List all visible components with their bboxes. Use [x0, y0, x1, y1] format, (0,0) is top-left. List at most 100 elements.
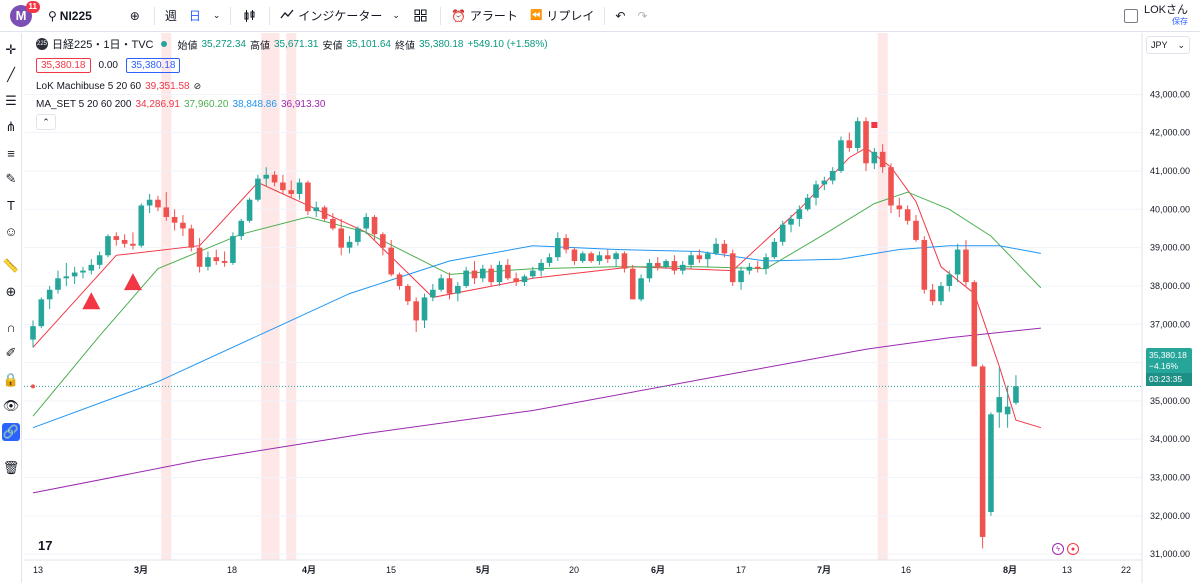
candle [563, 234, 569, 254]
x-tick-label: 22 [1121, 565, 1131, 575]
candle [113, 232, 120, 246]
replay-button[interactable]: ⏪ リプレイ [524, 0, 600, 32]
horizontal-lines-icon[interactable]: ☰ [5, 93, 17, 108]
fullscreen-checkbox[interactable] [1123, 9, 1138, 23]
lightning-icon[interactable]: ϟ [1052, 543, 1064, 555]
tradingview-logo[interactable]: 17 [38, 538, 53, 553]
ma60-value: 38,848.86 [232, 98, 277, 110]
undo-button[interactable]: ↶ [609, 0, 631, 32]
candle-body [779, 224, 786, 242]
layout-button[interactable] [406, 0, 436, 32]
left-edge-marker [31, 384, 35, 389]
symbol-legend-row[interactable]: 225 日経225・1日・TVC 始値 35,272.34 高値 35,671.31… [36, 37, 548, 52]
candle-body [71, 272, 78, 277]
candle-body [946, 274, 953, 286]
currency-selector[interactable]: JPY ⌄ [1146, 36, 1190, 54]
ruler-icon[interactable]: 📏 [2, 258, 20, 273]
high-value: 35,671.31 [273, 38, 319, 50]
candle-body [230, 236, 236, 263]
ma-line [32, 191, 1042, 417]
alarm-clock-icon: ⏰ [450, 8, 466, 23]
indicators-button[interactable]: インジケーター ⌄ [274, 0, 406, 32]
candle [588, 251, 594, 263]
replay-label: リプレイ [546, 9, 595, 23]
link-icon[interactable]: 🔗 [2, 423, 20, 441]
candle-body [363, 216, 369, 229]
candle-body [480, 268, 486, 279]
candle-body [438, 278, 444, 290]
zoom-icon[interactable]: ⊕ [5, 284, 17, 299]
symbol-title: 日経225・1日・TVC [52, 39, 154, 51]
symbol-name: NI225 [59, 8, 92, 23]
symbol-search[interactable]: ⚲ NI225 [42, 0, 98, 32]
compare-button[interactable]: ⊕ [120, 0, 150, 32]
interval-week[interactable]: 週 [164, 9, 177, 23]
user-menu[interactable]: M 11 [0, 0, 40, 32]
candle [105, 234, 111, 258]
y-tick-label: 32,000.00 [1150, 511, 1190, 521]
x-tick-label: 18 [227, 565, 237, 575]
candle [305, 180, 311, 216]
buy-button[interactable]: 35,380.18 [125, 57, 181, 73]
candle [205, 251, 211, 271]
chart-type-button[interactable] [235, 0, 265, 32]
candle [954, 243, 961, 283]
drawing-toolbar: ✛ ╱ ☰ ⋔ ≡ ✎ T ☺ 📏 ⊕ ∩ ✐ 🔒 👁 🔗 🗑 [0, 33, 22, 583]
interval-dropdown[interactable]: ⌄ [207, 0, 227, 32]
candle [246, 197, 253, 223]
emoji-icon[interactable]: ☺ [4, 223, 18, 239]
candle-body [688, 255, 694, 265]
pitchfork-icon[interactable]: ⋔ [5, 119, 17, 134]
candle-body [963, 249, 969, 283]
sell-button[interactable]: 35,380.18 [36, 57, 91, 73]
redo-button[interactable]: ↷ [631, 0, 653, 32]
candle [505, 259, 511, 281]
alert-button[interactable]: ⏰ アラート [445, 0, 524, 32]
candle-body [979, 366, 986, 537]
candle-body [596, 255, 603, 262]
candle-body [546, 257, 553, 263]
divider [153, 6, 155, 25]
text-icon[interactable]: T [7, 197, 15, 213]
market-open-dot [161, 41, 168, 47]
user-info[interactable]: LOKさん 保存 [1144, 4, 1188, 28]
indicator-row-1[interactable]: LoK Machibuse 5 20 60 39,351.58 ⊘ [36, 79, 548, 93]
trendline-icon[interactable]: ╱ [7, 67, 15, 82]
candle [988, 412, 994, 516]
candle [779, 220, 786, 246]
x-tick-label: 20 [569, 565, 579, 575]
ma20-value: 37,960.20 [183, 98, 229, 110]
candle [346, 236, 353, 254]
candle [996, 368, 1003, 428]
x-tick-label: 8月 [1003, 565, 1017, 575]
eye-icon[interactable]: 👁 [2, 398, 20, 413]
lock-icon[interactable]: 🔒 [2, 372, 20, 387]
candle-body [846, 140, 853, 148]
candle-body [604, 255, 611, 260]
candle [979, 364, 986, 549]
candle-body [838, 140, 844, 171]
trash-icon[interactable]: 🗑 [2, 460, 20, 475]
candle-body [346, 241, 353, 248]
candle [863, 117, 869, 171]
candle-body [513, 278, 519, 283]
lock-drawing-icon[interactable]: ✐ [5, 345, 17, 360]
legend-collapse-button[interactable]: ⌃ [36, 114, 56, 130]
symbol-badge: 225 [36, 38, 48, 50]
indicator-row-2[interactable]: MA_SET 5 20 60 200 34,286.91 37,960.20 3… [36, 97, 548, 111]
chevron-up-icon: ⌃ [42, 116, 50, 127]
candle [71, 266, 78, 285]
brush-icon[interactable]: ✎ [5, 171, 17, 186]
interval-day[interactable]: 日 [188, 9, 201, 23]
link-off-icon: ⊘ [193, 80, 202, 91]
avatar[interactable]: M 11 [10, 0, 40, 27]
candles [30, 117, 1019, 549]
magnet-icon[interactable]: ∩ [6, 319, 16, 335]
divider [269, 6, 271, 25]
candle [763, 253, 769, 275]
candle-body [80, 270, 86, 273]
crosshair-icon[interactable]: ✛ [5, 42, 17, 57]
event-dot-icon[interactable]: ● [1067, 543, 1079, 555]
fib-icon[interactable]: ≡ [7, 145, 15, 161]
